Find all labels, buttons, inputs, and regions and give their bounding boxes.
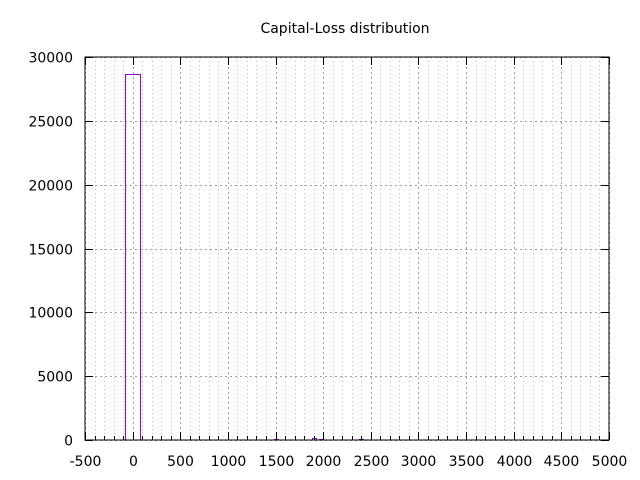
- y-tick-label: 30000: [28, 51, 73, 67]
- grid-lines: [85, 57, 610, 441]
- y-axis: 0 5000 10000 15000 20000 25000 30000: [28, 51, 609, 450]
- x-tick-label: 3500: [449, 454, 485, 470]
- y-tick-label: 5000: [37, 370, 73, 386]
- y-tick-label: 25000: [28, 115, 73, 131]
- x-tick-label: 0: [129, 454, 138, 470]
- x-tick-label: 4500: [544, 454, 580, 470]
- chart-title: Capital-Loss distribution: [260, 21, 429, 37]
- y-tick-label: 10000: [28, 306, 73, 322]
- x-tick-label: 1000: [211, 454, 247, 470]
- x-tick-label: 500: [167, 454, 194, 470]
- y-tick-label: 20000: [28, 179, 73, 195]
- x-tick-label: 1500: [259, 454, 295, 470]
- plot-border: [84, 56, 610, 441]
- y-tick-label: 15000: [28, 243, 73, 259]
- x-tick-label: -500: [70, 454, 102, 470]
- x-tick-label: 2500: [354, 454, 390, 470]
- x-axis: -500 0 500 1000 1500 2000 2500 3000 3500 4000 4500…: [70, 57, 628, 470]
- x-tick-label: 4000: [497, 454, 533, 470]
- x-tick-label: 3000: [401, 454, 437, 470]
- x-tick-label: 5000: [592, 454, 628, 470]
- y-tick-label: 0: [64, 434, 73, 450]
- x-tick-label: 2000: [306, 454, 342, 470]
